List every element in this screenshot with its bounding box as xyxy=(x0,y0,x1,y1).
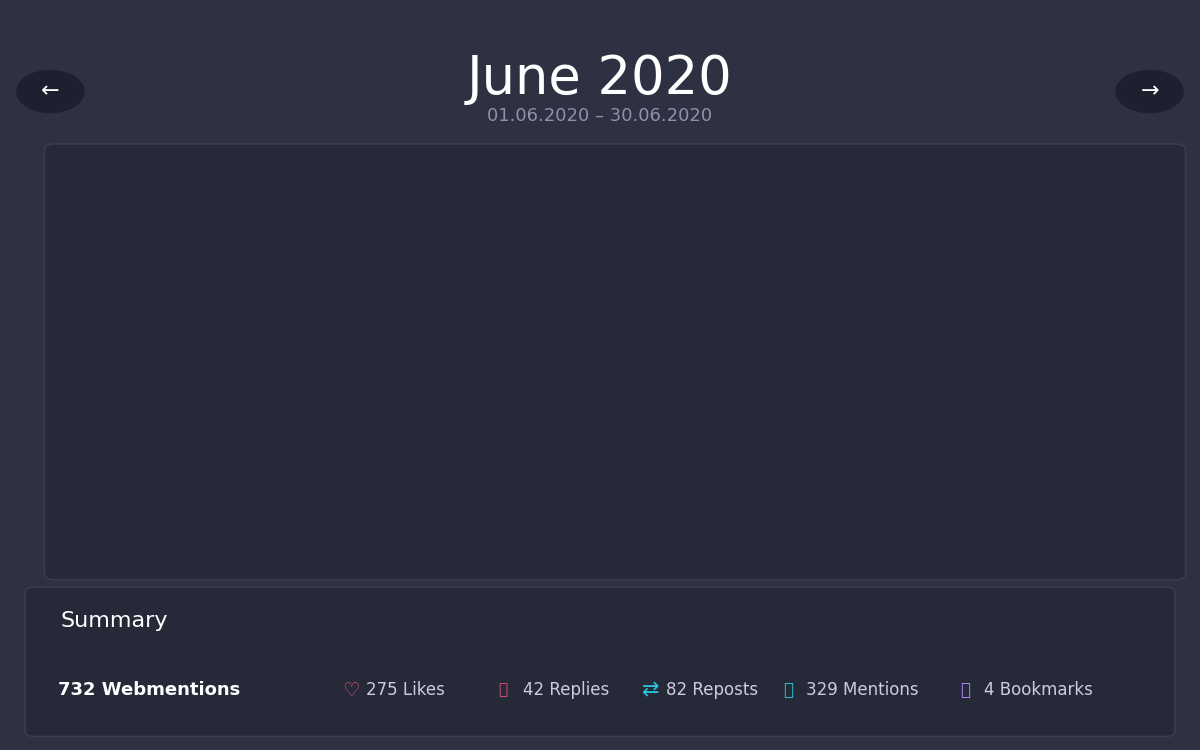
Bar xyxy=(950,490,972,524)
Bar xyxy=(848,530,870,538)
Bar xyxy=(1019,539,1040,544)
Text: June 2020: June 2020 xyxy=(467,53,733,105)
Bar xyxy=(848,539,870,544)
Text: 🔗: 🔗 xyxy=(784,681,793,699)
Text: ⬜: ⬜ xyxy=(498,682,508,698)
Bar xyxy=(643,542,666,544)
Bar xyxy=(1052,539,1075,541)
Text: 🔖: 🔖 xyxy=(960,681,970,699)
Bar xyxy=(984,524,1007,529)
Bar xyxy=(269,522,292,544)
Bar xyxy=(950,524,972,527)
Polygon shape xyxy=(604,498,635,519)
Text: ⇄: ⇄ xyxy=(642,680,660,700)
Bar xyxy=(950,529,972,544)
Bar xyxy=(780,518,802,536)
Text: ♡: ♡ xyxy=(342,680,360,700)
Text: 42 Replies: 42 Replies xyxy=(523,681,610,699)
Bar xyxy=(917,527,938,529)
Bar xyxy=(576,538,598,544)
Text: 329 Mentions: 329 Mentions xyxy=(806,681,919,699)
Bar xyxy=(917,525,938,527)
Bar xyxy=(1052,541,1075,544)
Bar xyxy=(712,525,734,529)
Bar xyxy=(780,536,802,538)
Bar xyxy=(1121,536,1142,544)
Bar xyxy=(1019,536,1040,538)
Bar xyxy=(1087,530,1109,542)
Bar xyxy=(712,453,734,522)
Bar xyxy=(1052,520,1075,539)
Bar xyxy=(814,541,836,544)
Bar xyxy=(882,524,905,529)
Bar xyxy=(984,470,1007,524)
Text: →: → xyxy=(1140,82,1159,101)
Bar xyxy=(814,527,836,539)
Bar xyxy=(200,536,223,544)
Bar xyxy=(712,522,734,525)
Text: Replies: Replies xyxy=(588,448,650,463)
Bar xyxy=(1087,542,1109,544)
Bar xyxy=(882,501,905,524)
Bar xyxy=(610,527,632,542)
Bar xyxy=(712,529,734,544)
Bar xyxy=(235,542,257,544)
Bar xyxy=(984,532,1007,544)
Text: 732 Webmentions: 732 Webmentions xyxy=(58,681,240,699)
Bar xyxy=(304,539,325,544)
Text: ←: ← xyxy=(41,82,60,101)
Bar xyxy=(746,422,768,544)
Bar xyxy=(746,398,768,413)
Bar xyxy=(882,532,905,544)
Bar xyxy=(882,529,905,532)
Bar xyxy=(814,539,836,541)
Text: Summary: Summary xyxy=(60,611,168,631)
Bar xyxy=(610,542,632,544)
FancyBboxPatch shape xyxy=(517,433,721,502)
Bar xyxy=(746,413,768,422)
Text: 10: 10 xyxy=(606,472,631,490)
Bar xyxy=(780,538,802,539)
Bar xyxy=(780,539,802,544)
Bar xyxy=(1019,538,1040,539)
Bar xyxy=(917,529,938,544)
Text: 4 Bookmarks: 4 Bookmarks xyxy=(984,681,1093,699)
Bar xyxy=(1121,532,1142,535)
Text: 275 Likes: 275 Likes xyxy=(366,681,445,699)
Bar xyxy=(848,538,870,539)
Bar xyxy=(746,214,768,398)
Bar xyxy=(1019,503,1040,536)
Bar xyxy=(917,513,938,525)
Bar xyxy=(1121,378,1142,532)
Text: 82 Reposts: 82 Reposts xyxy=(666,681,758,699)
Bar xyxy=(950,527,972,529)
Bar xyxy=(984,529,1007,532)
Bar xyxy=(1121,535,1142,536)
Text: 01.06.2020 – 30.06.2020: 01.06.2020 – 30.06.2020 xyxy=(487,107,713,125)
Bar xyxy=(746,211,768,214)
